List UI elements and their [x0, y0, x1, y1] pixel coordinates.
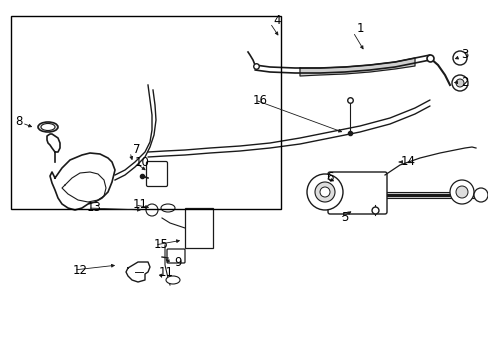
Bar [184, 208, 213, 248]
FancyBboxPatch shape [167, 249, 184, 263]
Text: 9: 9 [174, 256, 182, 270]
Circle shape [449, 180, 473, 204]
Ellipse shape [165, 276, 180, 284]
Text: 15: 15 [153, 238, 168, 252]
Circle shape [314, 182, 334, 202]
Circle shape [306, 174, 342, 210]
Text: 12: 12 [72, 264, 87, 276]
Ellipse shape [161, 204, 175, 212]
Text: 4: 4 [273, 13, 280, 27]
Text: 10: 10 [134, 157, 149, 170]
FancyBboxPatch shape [146, 162, 167, 186]
Circle shape [455, 186, 467, 198]
Text: 8: 8 [15, 116, 22, 129]
Text: 7: 7 [133, 144, 141, 157]
Circle shape [455, 79, 463, 87]
Text: 3: 3 [460, 49, 468, 62]
FancyBboxPatch shape [327, 172, 386, 214]
Circle shape [451, 75, 467, 91]
Circle shape [319, 187, 329, 197]
Bar [11, 16, 281, 209]
Ellipse shape [38, 122, 58, 132]
Circle shape [473, 188, 487, 202]
Text: 14: 14 [400, 156, 415, 168]
Ellipse shape [41, 123, 55, 130]
Text: 6: 6 [325, 171, 333, 184]
Text: 11: 11 [158, 266, 173, 279]
Polygon shape [299, 58, 414, 76]
Text: 16: 16 [252, 94, 267, 107]
Text: 1: 1 [356, 22, 363, 35]
Circle shape [452, 51, 466, 65]
Text: 11: 11 [132, 198, 147, 211]
Text: 13: 13 [86, 202, 101, 215]
Text: 5: 5 [341, 211, 348, 225]
Text: 2: 2 [460, 76, 468, 89]
Circle shape [146, 204, 158, 216]
